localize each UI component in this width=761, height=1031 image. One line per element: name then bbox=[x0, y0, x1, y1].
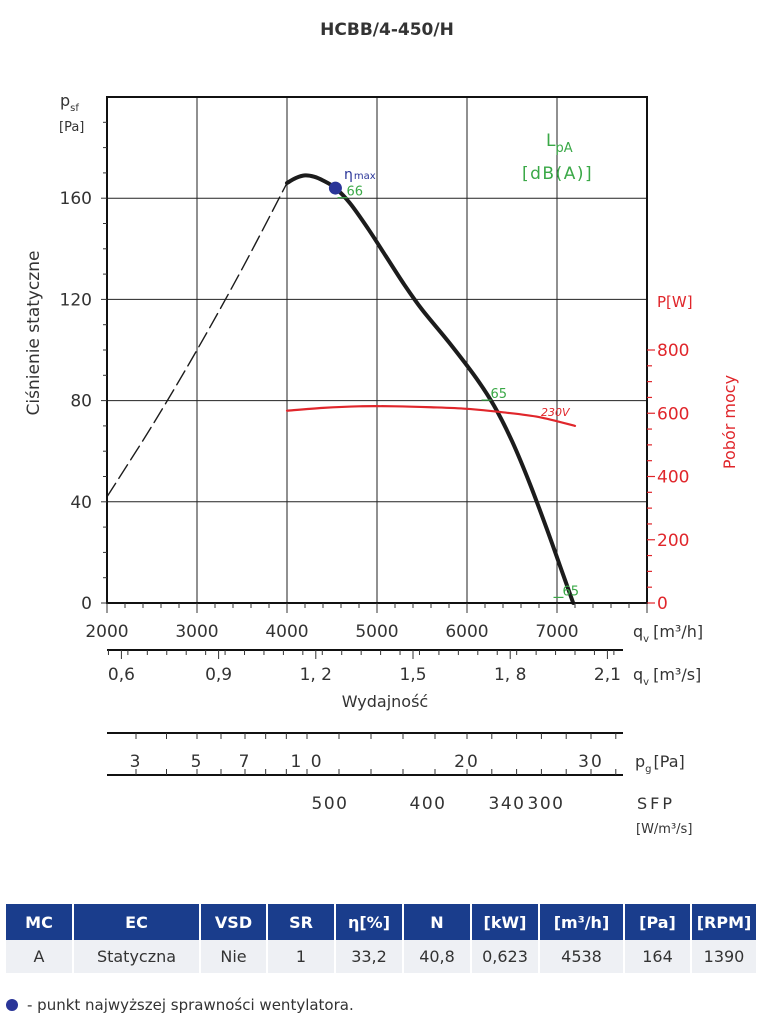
pg-scale-label: pg [Pa] bbox=[635, 752, 685, 775]
fan-spec-table: MC EC VSD SR η[%] N [kW] [m³/h] [Pa] [RP… bbox=[6, 904, 756, 973]
x-tick-label: 4000 bbox=[265, 622, 308, 642]
x-axis-unit-m3s: qv [m³/s] bbox=[633, 665, 701, 688]
y-tick-label: 0 bbox=[81, 594, 92, 614]
sfp-scale-label: SFP bbox=[637, 794, 675, 813]
pg-tick-label: 3 bbox=[130, 752, 143, 772]
cell-vsd: Nie bbox=[200, 940, 268, 973]
x2-tick-label: 0,6 bbox=[108, 665, 135, 685]
pg-tick-label: 20 bbox=[454, 752, 480, 772]
chart-ticks: 0 40 80 120 160 0 200 400 600 800 2000 3000 4000 5000… bbox=[60, 121, 689, 642]
col-header-eta: η[%] bbox=[335, 904, 404, 940]
x2-tick-label: 1, 2 bbox=[300, 665, 332, 685]
col-header-vsd: VSD bbox=[200, 904, 268, 940]
y2-tick-label: 600 bbox=[657, 404, 689, 424]
pg-tick-label: 1 0 bbox=[290, 752, 323, 772]
pg-tick-label: 5 bbox=[191, 752, 204, 772]
y-tick-label: 80 bbox=[70, 392, 92, 412]
y-tick-label: 40 bbox=[70, 493, 92, 513]
eta-max-dot-icon bbox=[6, 999, 18, 1011]
col-header-kw: [kW] bbox=[471, 904, 540, 940]
power-axis-symbol: P[W] bbox=[657, 293, 693, 311]
x-axis-title: Wydajność bbox=[342, 692, 428, 711]
eta-max-label: ηmax bbox=[344, 167, 376, 183]
spec-table-header-row: MC EC VSD SR η[%] N [kW] [m³/h] [Pa] [RP… bbox=[6, 904, 756, 940]
lpa-marker-label: 65 bbox=[491, 387, 508, 402]
y-axis-title: Ciśnienie statyczne bbox=[24, 251, 44, 416]
x-tick-label: 5000 bbox=[355, 622, 398, 642]
cell-ec: Statyczna bbox=[73, 940, 201, 973]
x-tick-label: 2000 bbox=[85, 622, 128, 642]
col-header-pa: [Pa] bbox=[624, 904, 692, 940]
y2-tick-label: 800 bbox=[657, 341, 689, 361]
sfp-scale-unit: [W/m³/s] bbox=[636, 822, 692, 837]
sfp-tick-label: 300 bbox=[528, 794, 565, 814]
cell-pa: 164 bbox=[624, 940, 692, 973]
x-tick-label: 6000 bbox=[445, 622, 488, 642]
power-curve-230v bbox=[285, 405, 577, 427]
pg-tick-label: 7 bbox=[239, 752, 252, 772]
pressure-curve bbox=[285, 173, 576, 605]
legend-note: - punkt najwyższej sprawności wentylator… bbox=[6, 996, 354, 1014]
pressure-curve-dashed bbox=[106, 182, 288, 498]
col-header-ec: EC bbox=[73, 904, 201, 940]
lpa-marker-label: 65 bbox=[563, 584, 580, 599]
col-header-mc: MC bbox=[6, 904, 74, 940]
secondary-scales: 0,6 0,9 1, 2 1,5 1, 8 2,1 3 5 7 1 0 20 30 500 400 340 3… bbox=[107, 649, 623, 814]
power-series-label: 230V bbox=[541, 406, 571, 419]
col-header-m3h: [m³/h] bbox=[539, 904, 625, 940]
fan-performance-chart: 66 65 65 0 40 80 120 160 0 200 400 600 800 2000 3000 4… bbox=[24, 20, 739, 837]
x-tick-label: 7000 bbox=[535, 622, 578, 642]
x2-tick-label: 1,5 bbox=[399, 665, 426, 685]
y-tick-label: 120 bbox=[60, 290, 92, 310]
pg-tick-label: 30 bbox=[578, 752, 604, 772]
power-axis-title: Pobór mocy bbox=[720, 375, 739, 469]
cell-rpm: 1390 bbox=[691, 940, 756, 973]
y-axis-symbol: psf bbox=[60, 91, 79, 114]
lpa-label: LpA bbox=[546, 131, 573, 156]
cell-sr: 1 bbox=[267, 940, 336, 973]
col-header-sr: SR bbox=[267, 904, 336, 940]
cell-mc: A bbox=[6, 940, 74, 973]
sfp-tick-label: 500 bbox=[312, 794, 349, 814]
y-axis-unit: [Pa] bbox=[59, 120, 84, 135]
x2-tick-label: 0,9 bbox=[205, 665, 232, 685]
y2-tick-label: 0 bbox=[657, 594, 668, 614]
chart-title: HCBB/4-450/H bbox=[320, 20, 454, 40]
y2-tick-label: 200 bbox=[657, 531, 689, 551]
chart-curves: 66 65 65 bbox=[106, 173, 580, 605]
col-header-rpm: [RPM] bbox=[691, 904, 756, 940]
cell-eta: 33,2 bbox=[335, 940, 404, 973]
y2-tick-label: 400 bbox=[657, 468, 689, 488]
x2-tick-label: 1, 8 bbox=[494, 665, 526, 685]
sfp-tick-label: 400 bbox=[410, 794, 447, 814]
x-axis-unit-m3h: qv [m³/h] bbox=[633, 622, 703, 645]
lpa-marker-label: 66 bbox=[347, 185, 364, 200]
sfp-tick-label: 340 bbox=[489, 794, 526, 814]
legend-text: - punkt najwyższej sprawności wentylator… bbox=[27, 996, 354, 1014]
y-tick-label: 160 bbox=[60, 189, 92, 209]
cell-m3h: 4538 bbox=[539, 940, 625, 973]
cell-kw: 0,623 bbox=[471, 940, 540, 973]
eta-max-point bbox=[328, 181, 342, 195]
x-tick-label: 3000 bbox=[175, 622, 218, 642]
cell-n: 40,8 bbox=[403, 940, 472, 973]
lpa-unit: [dB(A)] bbox=[522, 164, 593, 184]
x2-tick-label: 2,1 bbox=[594, 665, 621, 685]
table-row: A Statyczna Nie 1 33,2 40,8 0,623 4538 1… bbox=[6, 940, 756, 973]
col-header-n: N bbox=[403, 904, 472, 940]
